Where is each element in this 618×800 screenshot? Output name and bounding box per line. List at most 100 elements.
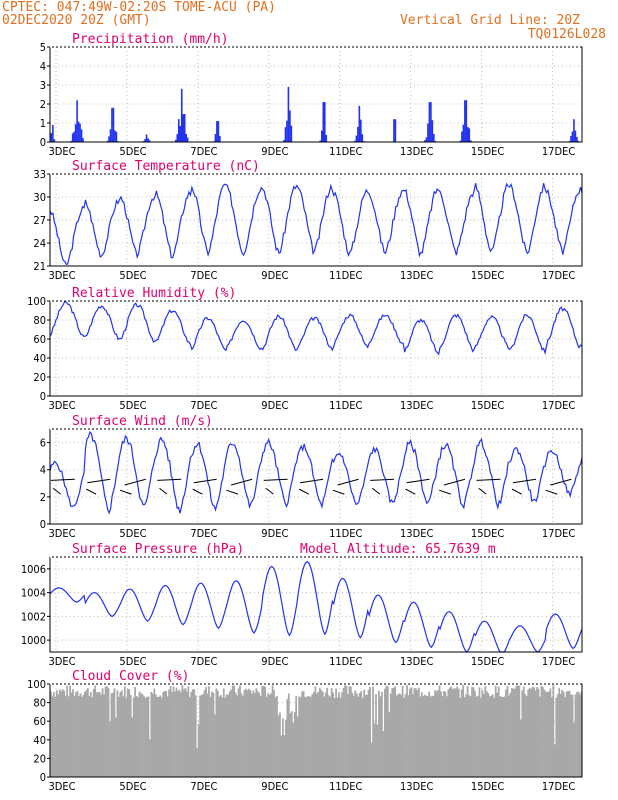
precip-bar bbox=[361, 134, 364, 142]
y-tick-label: 0 bbox=[40, 136, 46, 149]
cloud-bar bbox=[100, 694, 103, 777]
cloud-bar bbox=[72, 689, 74, 777]
cloud-bar bbox=[277, 715, 280, 777]
cloud-bar bbox=[233, 685, 236, 777]
y-tick-label: 2 bbox=[40, 98, 46, 111]
x-tick-label: 5DEC bbox=[119, 780, 146, 793]
y-tick-label: 3 bbox=[40, 79, 46, 92]
cloud-bar bbox=[329, 696, 332, 777]
wind-arrow bbox=[332, 489, 345, 495]
cloud-bar bbox=[376, 724, 379, 777]
precip-bar bbox=[573, 119, 575, 142]
cloud-bar bbox=[509, 692, 512, 777]
cloud-bar bbox=[86, 688, 89, 777]
cloud-bar bbox=[530, 688, 533, 777]
cloud-bar bbox=[267, 693, 270, 777]
cloud-bar bbox=[564, 697, 567, 777]
cloud-bar bbox=[352, 695, 355, 777]
y-tick-label: 21 bbox=[33, 260, 46, 273]
x-tick-label: 15DEC bbox=[471, 269, 504, 282]
cloud-bar bbox=[552, 685, 555, 777]
cloud-bar bbox=[385, 685, 388, 777]
wind-arrow bbox=[370, 478, 395, 481]
cloud-bar bbox=[425, 695, 428, 777]
cloud-bar bbox=[299, 697, 302, 777]
cloud-bar bbox=[157, 696, 160, 777]
cloud-bar bbox=[274, 697, 277, 777]
wind-arrow bbox=[52, 487, 61, 495]
cloud-bar bbox=[400, 694, 403, 777]
cloud-bar bbox=[378, 690, 380, 777]
cloud-bar bbox=[184, 688, 187, 777]
precip-bar bbox=[322, 102, 325, 142]
cloud-bar bbox=[73, 695, 76, 777]
cloud-bar bbox=[169, 686, 172, 777]
cloud-bar bbox=[428, 691, 431, 777]
cloud-bar bbox=[258, 692, 261, 777]
wind-arrow bbox=[478, 487, 487, 495]
precip-bar bbox=[183, 114, 186, 142]
cloud-bar bbox=[576, 692, 578, 777]
precip-bar bbox=[50, 133, 53, 142]
cloud-bar bbox=[280, 735, 283, 777]
cloud-bar bbox=[187, 686, 190, 777]
cloud-bar bbox=[262, 685, 265, 777]
cloud-bar bbox=[508, 695, 510, 777]
wind-arrow bbox=[193, 478, 217, 484]
cloud-bar bbox=[211, 691, 213, 777]
cloud-bar bbox=[514, 688, 516, 777]
cloud-bar bbox=[215, 688, 218, 777]
cloud-bar bbox=[323, 696, 326, 777]
precip-bar bbox=[360, 119, 362, 142]
cloud-bar bbox=[234, 692, 237, 777]
cloud-bar bbox=[426, 695, 429, 777]
cloud-bar bbox=[568, 690, 571, 777]
precip-bar bbox=[70, 140, 72, 142]
cloud-bar bbox=[466, 685, 469, 777]
cloud-bar bbox=[480, 697, 482, 777]
cloud-bar bbox=[218, 696, 221, 777]
cloud-bar bbox=[75, 692, 77, 777]
cloud-bar bbox=[336, 697, 339, 777]
cloud-bar bbox=[240, 693, 243, 777]
cloud-bar bbox=[381, 691, 383, 777]
x-tick-label: 3DEC bbox=[48, 399, 75, 412]
x-tick-label: 5DEC bbox=[119, 269, 146, 282]
cloud-bar bbox=[394, 686, 397, 777]
cloud-bar bbox=[382, 731, 385, 777]
cloud-bar bbox=[505, 689, 507, 777]
y-tick-label: 40 bbox=[33, 352, 46, 365]
precip-bar bbox=[115, 131, 118, 142]
cloud-bar bbox=[131, 717, 134, 777]
y-tick-label: 5 bbox=[40, 41, 46, 54]
x-tick-label: 17DEC bbox=[542, 655, 575, 668]
cloud-bar bbox=[50, 691, 52, 777]
cloud-bar bbox=[175, 687, 178, 777]
y-tick-label: 6 bbox=[40, 437, 46, 450]
cloud-bar bbox=[347, 694, 349, 777]
x-tick-label: 17DEC bbox=[542, 145, 575, 158]
cloud-bar bbox=[491, 694, 494, 777]
cloud-bar bbox=[250, 693, 253, 777]
precip-bar bbox=[53, 139, 56, 142]
x-tick-label: 7DEC bbox=[190, 527, 217, 540]
cloud-bar bbox=[153, 688, 156, 777]
cloud-bar bbox=[420, 692, 423, 777]
x-tick-label: 3DEC bbox=[48, 269, 75, 282]
cloud-bar bbox=[423, 694, 426, 777]
cloud-bar bbox=[349, 686, 352, 777]
cloud-bar bbox=[268, 694, 271, 777]
x-tick-label: 13DEC bbox=[400, 399, 433, 412]
precip-bar bbox=[570, 135, 572, 142]
y-tick-label: 100 bbox=[27, 678, 46, 691]
panel-title: Surface Temperature (nC) bbox=[72, 159, 260, 174]
cloud-bar bbox=[482, 693, 485, 777]
wind-arrow bbox=[119, 489, 132, 495]
cloud-bar bbox=[493, 697, 496, 777]
x-tick-label: 15DEC bbox=[471, 145, 504, 158]
panel-title: Surface Wind (m/s) bbox=[72, 414, 213, 429]
cloud-bar bbox=[273, 689, 275, 777]
x-tick-label: 7DEC bbox=[190, 269, 217, 282]
cloud-bar bbox=[465, 694, 468, 777]
series-line bbox=[49, 182, 583, 265]
